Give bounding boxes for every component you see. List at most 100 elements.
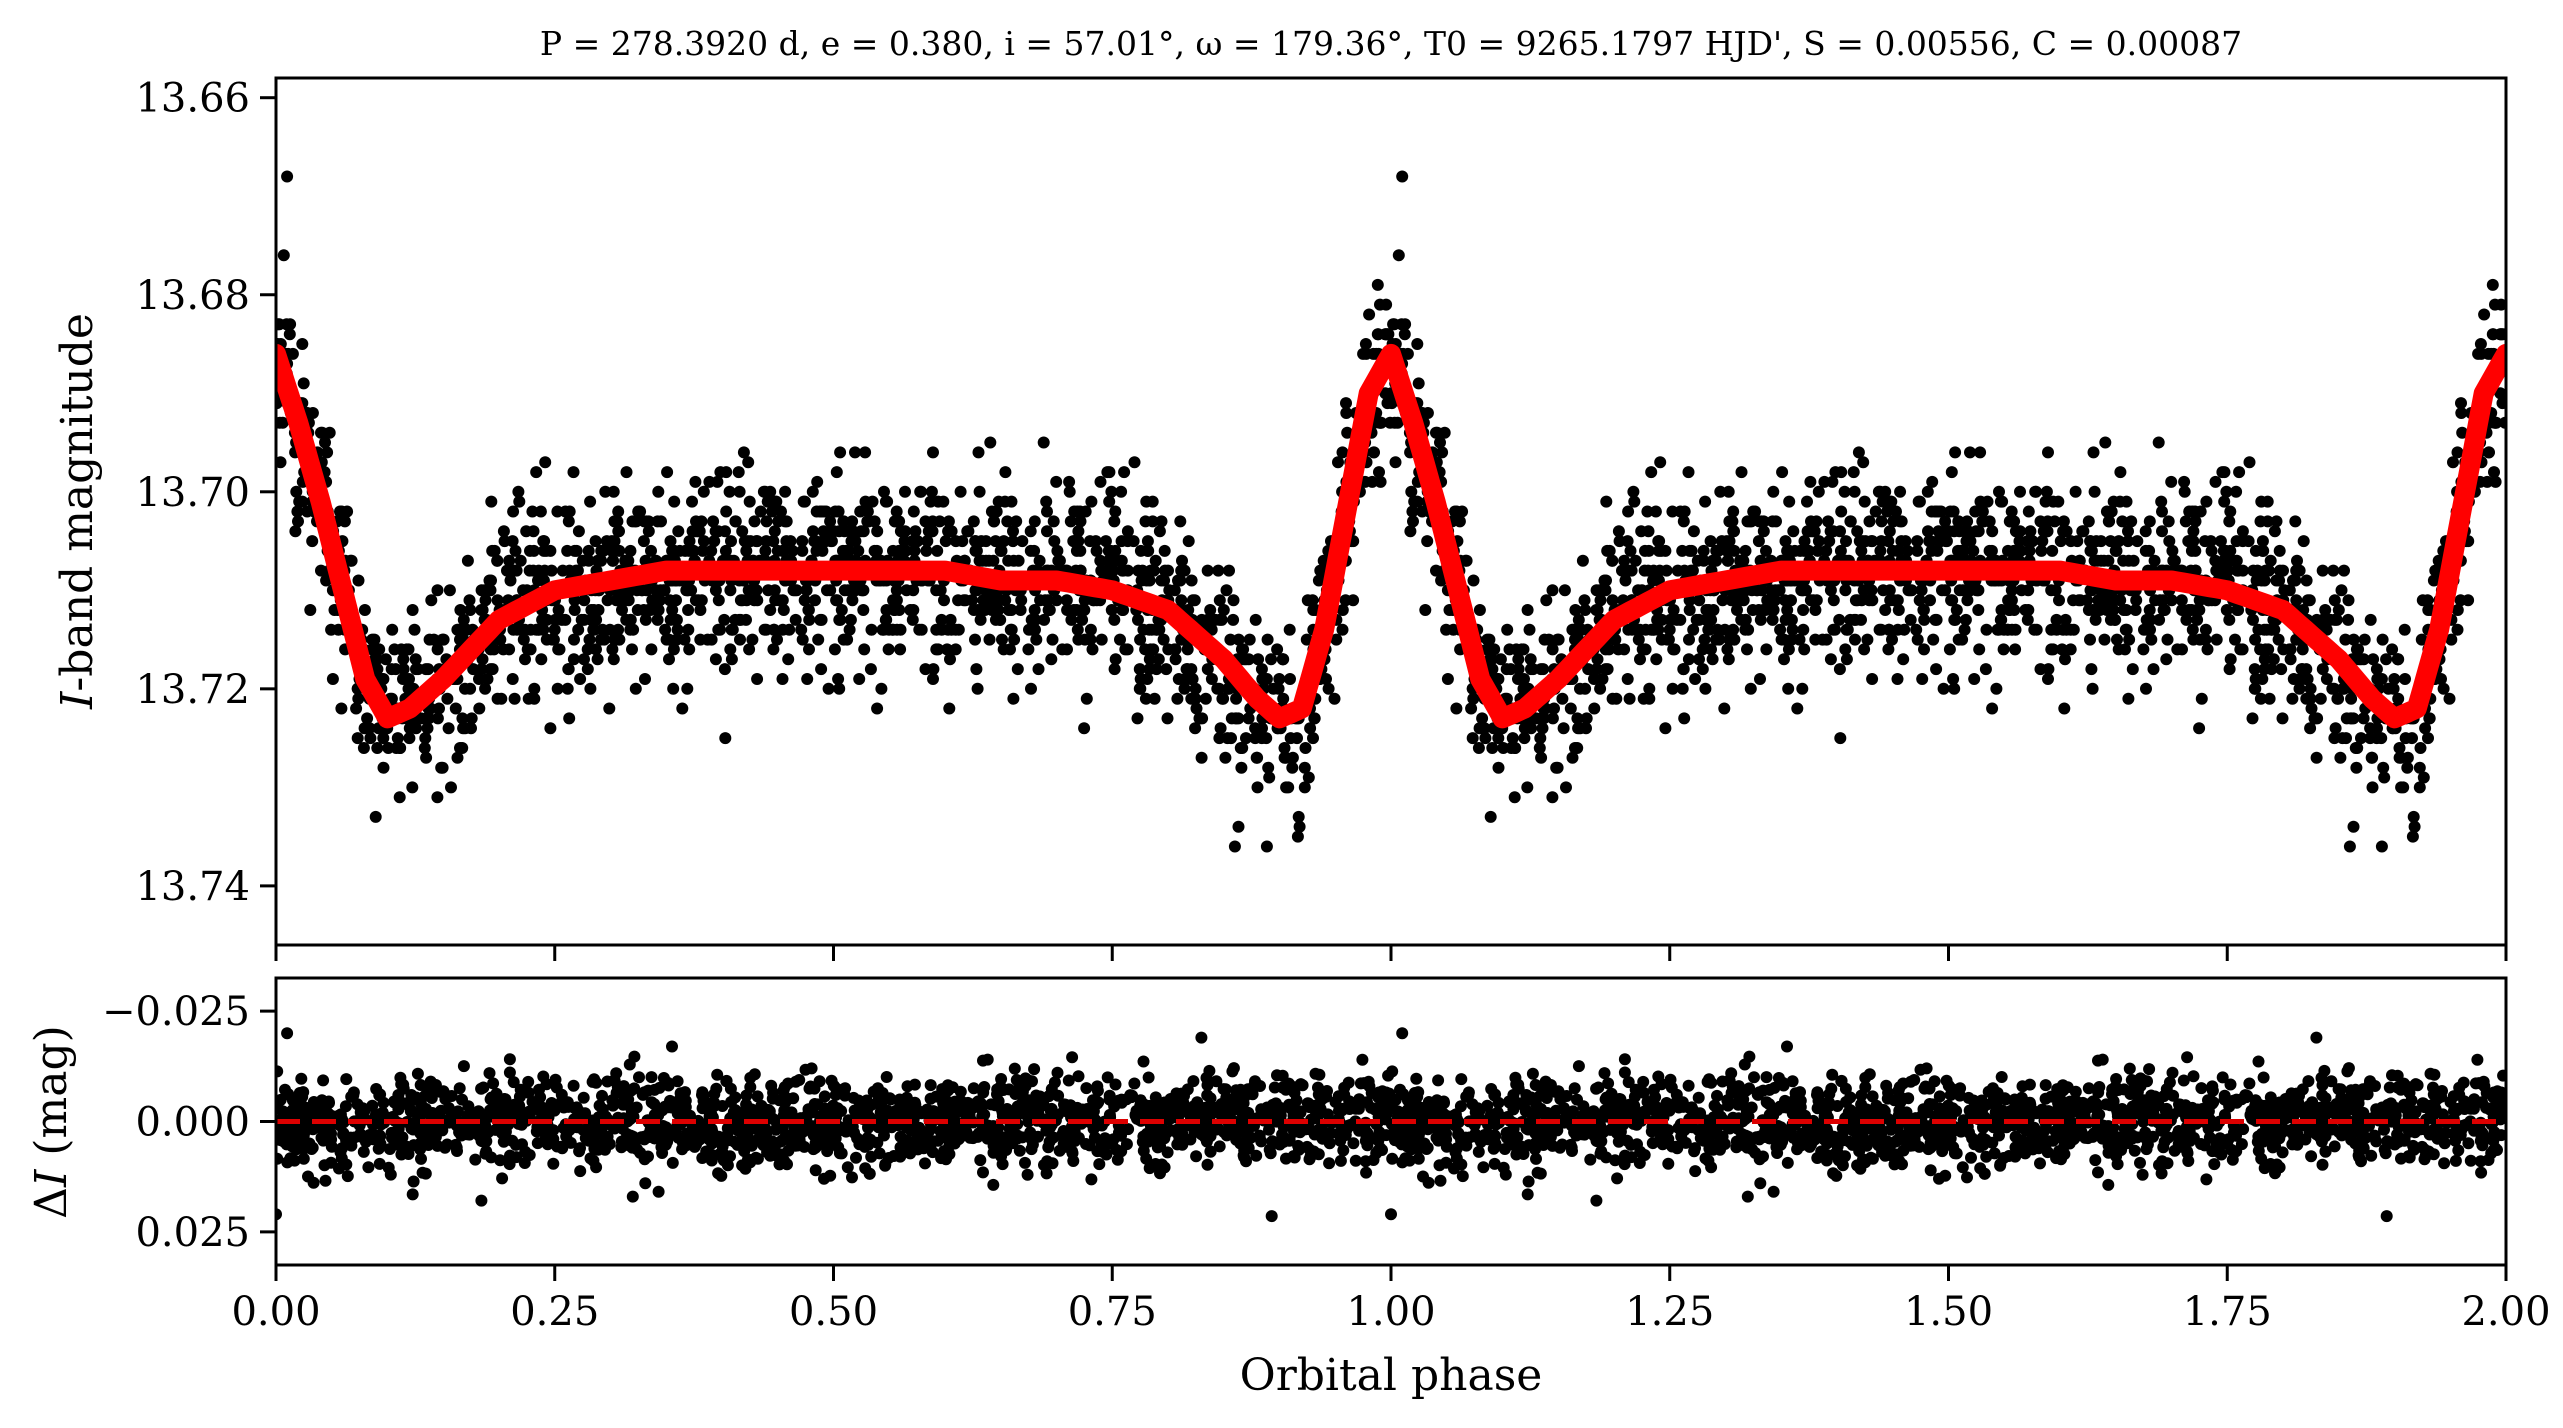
light-curve-point bbox=[485, 574, 497, 587]
light-curve-point bbox=[2022, 505, 2035, 518]
light-curve-point bbox=[1379, 387, 1392, 400]
light-curve-point bbox=[2153, 613, 2166, 626]
light-curve-point bbox=[1521, 604, 1534, 616]
light-curve-point bbox=[800, 584, 813, 597]
light-curve-point bbox=[2451, 623, 2464, 636]
light-curve-point bbox=[1786, 623, 1799, 636]
light-curve-point bbox=[1961, 594, 1974, 607]
light-curve-point bbox=[927, 673, 939, 685]
light-curve-point bbox=[1639, 623, 1652, 636]
light-curve-point bbox=[335, 702, 348, 715]
light-curve-point bbox=[2462, 594, 2475, 607]
light-curve-point bbox=[1827, 525, 1840, 538]
light-curve-point bbox=[1606, 692, 1619, 705]
light-curve-point bbox=[1997, 643, 2010, 656]
residual-point bbox=[1781, 1040, 1793, 1053]
light-curve-point bbox=[451, 623, 464, 636]
light-curve-point bbox=[736, 525, 749, 538]
light-curve-point bbox=[1783, 495, 1796, 508]
light-curve-point bbox=[924, 495, 937, 508]
light-curve-point bbox=[567, 466, 580, 479]
light-curve-point bbox=[671, 623, 684, 636]
light-curve-point bbox=[828, 643, 841, 656]
light-curve-point bbox=[712, 594, 725, 607]
light-curve-point bbox=[1306, 594, 1319, 607]
light-curve-point bbox=[2290, 564, 2303, 577]
light-curve-point bbox=[2401, 761, 2414, 774]
light-curve-point bbox=[1760, 544, 1772, 557]
light-curve-point bbox=[1737, 554, 1750, 567]
light-curve-point bbox=[1134, 673, 1147, 685]
light-curve-point bbox=[1283, 623, 1296, 636]
light-curve-point bbox=[1157, 633, 1170, 646]
light-curve-point bbox=[1839, 584, 1852, 597]
light-curve-point bbox=[1172, 673, 1185, 685]
light-curve-point bbox=[2490, 416, 2503, 429]
light-curve-point bbox=[2205, 544, 2218, 557]
light-curve-point bbox=[441, 692, 454, 705]
light-curve-point bbox=[1223, 564, 1235, 577]
light-curve-point bbox=[1518, 732, 1531, 745]
light-curve-point bbox=[1015, 594, 1028, 607]
light-curve-point bbox=[618, 594, 631, 607]
light-curve-point bbox=[1649, 505, 1662, 518]
light-curve-point bbox=[2488, 466, 2500, 479]
light-curve-point bbox=[358, 604, 371, 616]
light-curve-point bbox=[784, 535, 797, 548]
light-curve-point bbox=[1739, 544, 1752, 557]
light-curve-point bbox=[1002, 604, 1015, 616]
light-curve-point bbox=[1569, 742, 1581, 754]
light-curve-point bbox=[2447, 456, 2459, 469]
light-curve-point bbox=[2050, 613, 2063, 626]
light-curve-point bbox=[1450, 702, 1463, 715]
light-curve-point bbox=[852, 544, 865, 557]
light-curve-point bbox=[289, 525, 302, 538]
light-curve-point bbox=[2487, 328, 2500, 341]
light-curve-point bbox=[2248, 663, 2261, 676]
light-curve-point bbox=[1263, 771, 1276, 784]
light-curve-point bbox=[1698, 633, 1711, 646]
light-curve-point bbox=[944, 613, 957, 626]
light-curve-point bbox=[676, 702, 689, 715]
light-curve-point bbox=[1419, 604, 1432, 616]
light-curve-point bbox=[1214, 722, 1227, 735]
light-curve-point bbox=[1135, 574, 1148, 587]
light-curve-point bbox=[1693, 594, 1706, 607]
light-curve-point bbox=[1650, 653, 1663, 666]
light-curve-point bbox=[2165, 475, 2178, 488]
light-curve-point bbox=[1016, 535, 1029, 548]
light-curve-point bbox=[2013, 535, 2026, 548]
light-curve-point bbox=[1007, 692, 1020, 705]
light-curve-point bbox=[769, 594, 782, 607]
light-curve-point bbox=[2334, 751, 2347, 764]
light-curve-point bbox=[497, 525, 510, 538]
light-curve-point bbox=[908, 544, 921, 557]
light-curve-point bbox=[2100, 505, 2113, 518]
light-curve-point bbox=[1076, 613, 1089, 626]
light-curve-point bbox=[668, 495, 681, 508]
residual-point bbox=[2341, 1065, 2354, 1078]
light-curve-point bbox=[546, 633, 559, 646]
light-curve-point bbox=[2090, 535, 2103, 548]
residual-point bbox=[503, 1053, 516, 1066]
light-curve-point bbox=[729, 515, 742, 528]
light-curve-point bbox=[2326, 682, 2339, 695]
light-curve-point bbox=[325, 623, 338, 636]
light-curve-point bbox=[1238, 653, 1251, 666]
light-curve-point bbox=[2407, 810, 2420, 823]
light-curve-point bbox=[1307, 732, 1319, 745]
light-curve-point bbox=[1720, 535, 1733, 548]
light-curve-point bbox=[2311, 712, 2324, 725]
light-curve-point bbox=[1099, 535, 1112, 548]
light-curve-point bbox=[488, 544, 501, 557]
residual-point bbox=[1590, 1194, 1603, 1207]
light-curve-point bbox=[681, 682, 694, 695]
light-curve-point bbox=[639, 613, 652, 626]
light-curve-point bbox=[572, 623, 585, 636]
light-curve-point bbox=[1201, 663, 1214, 676]
light-curve-point bbox=[667, 682, 680, 695]
light-curve-point bbox=[2256, 535, 2269, 548]
light-curve-point bbox=[1851, 525, 1864, 538]
light-curve-point bbox=[2147, 663, 2160, 676]
light-curve-point bbox=[2371, 673, 2384, 685]
